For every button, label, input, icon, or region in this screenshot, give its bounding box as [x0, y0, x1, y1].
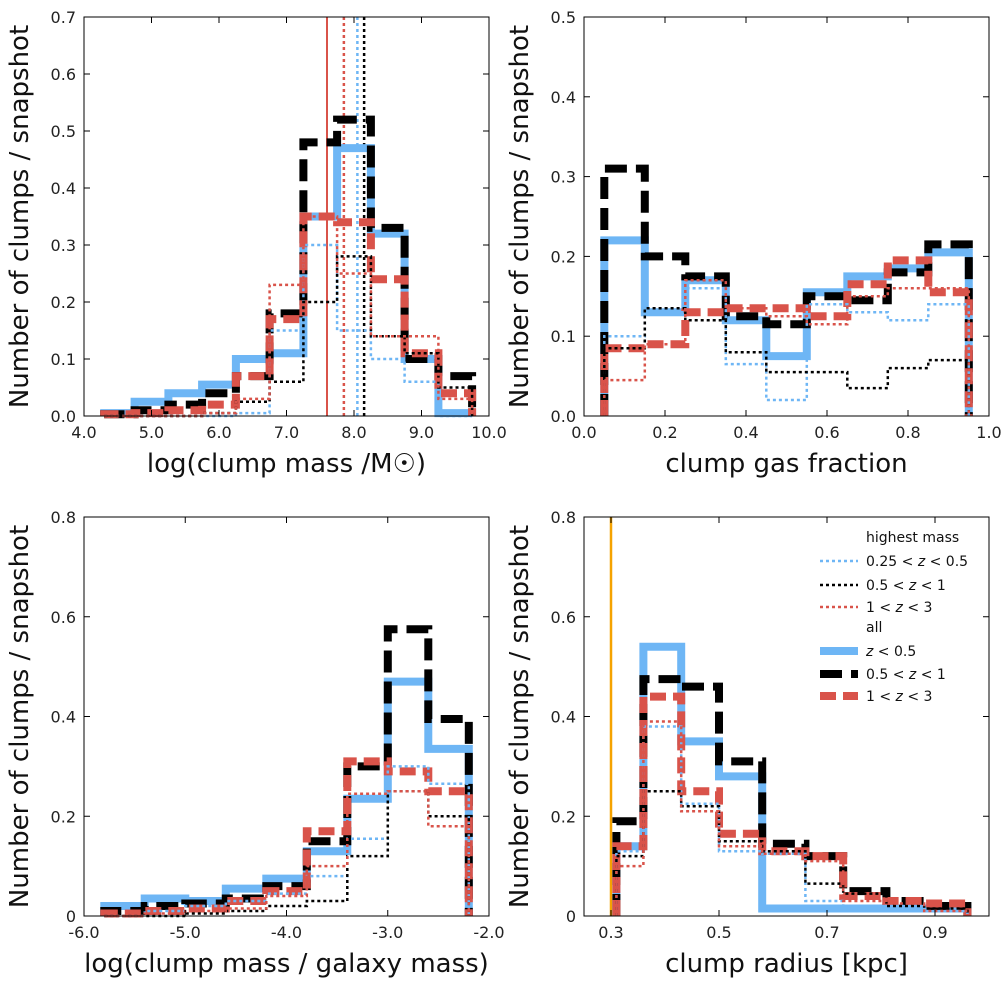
y-tick-label: 0.4	[551, 708, 576, 727]
x-tick-label: 0.6	[814, 423, 839, 442]
histogram-hm-red	[615, 720, 969, 916]
x-tick-label: 10.0	[471, 423, 507, 442]
y-axis-label: Number of clumps / snapshot	[5, 25, 35, 408]
histogram-hm-blue	[104, 243, 473, 418]
y-tick-label: 0	[66, 907, 76, 926]
panel-clump-mass: 4.0 5.0 6.0 7.0 8.0 9.0 10.0 0.0 0.1 0.2 0.3 0.4 0.5…	[5, 8, 507, 479]
y-tick-label: 0.4	[51, 179, 76, 198]
x-tick-label: 5.0	[139, 423, 164, 442]
legend: highest mass all 0.25 < z < 0.5 0.5 < z <…	[820, 530, 968, 705]
y-axis-label: Number of clumps / snapshot	[505, 25, 535, 408]
panel-gas-fraction: 0.0 0.2 0.4 0.6 0.8 1.0 0.0 0.1 0.2 0.3 0.4 0.5 clum…	[505, 8, 1002, 479]
histogram-all-blue	[600, 236, 973, 416]
y-tick-label: 0.3	[51, 236, 76, 255]
legend-label: 1 < z < 3	[866, 689, 932, 705]
histogram-hm-red	[603, 279, 971, 416]
y-tick-label: 0.4	[551, 88, 576, 107]
plot-area	[609, 517, 972, 916]
histogram-hm-blue	[603, 287, 971, 416]
y-tick-label: 0.1	[551, 327, 576, 346]
x-tick-label: 0.4	[733, 423, 758, 442]
histogram-hm-blue	[104, 765, 471, 918]
panel-mass-ratio: -6.0 -5.0 -4.0 -3.0 -2.0 0 0.2 0.4 0.6 0.8 log(clu…	[5, 508, 505, 979]
x-tick-label: 8.0	[341, 423, 366, 442]
x-tick-label: 0.2	[652, 423, 677, 442]
histogram-hm-red	[104, 790, 471, 918]
y-tick-label: 0.8	[551, 508, 576, 527]
x-tick-label: 0.9	[922, 923, 947, 942]
plot-area	[100, 17, 477, 419]
x-tick-label: -2.0	[473, 923, 504, 942]
histogram-all-black	[100, 115, 477, 419]
x-axis-label: clump radius [kpc]	[665, 949, 908, 979]
legend-header-highest: highest mass	[866, 530, 959, 546]
x-axis-label: log(clump mass /M☉)	[147, 449, 426, 479]
y-tick-label: 0.5	[51, 122, 76, 141]
y-tick-label: 0.2	[51, 293, 76, 312]
histogram-all-black	[100, 625, 473, 916]
x-tick-label: 0.5	[706, 923, 731, 942]
legend-label: 0.5 < z < 1	[866, 667, 946, 683]
histogram-all-blue	[100, 144, 477, 418]
y-tick-label: 0.3	[551, 168, 576, 187]
histogram-all-black	[600, 164, 973, 416]
histogram-all-blue	[612, 642, 972, 916]
x-tick-label: -5.0	[170, 923, 201, 942]
y-tick-label: 0.5	[551, 8, 576, 27]
y-tick-label: 0.8	[51, 508, 76, 527]
y-tick-label: 0.1	[51, 350, 76, 369]
legend-label: 0.25 < z < 0.5	[866, 554, 968, 570]
y-tick-label: 0.4	[51, 708, 76, 727]
axes-frame	[583, 16, 990, 417]
x-tick-label: 0.8	[895, 423, 920, 442]
x-tick-label: 1.0	[976, 423, 1001, 442]
y-axis-label: Number of clumps / snapshot	[505, 525, 535, 908]
x-tick-label: 4.0	[71, 423, 96, 442]
legend-label: z < 0.5	[865, 644, 916, 660]
x-axis-label: log(clump mass / galaxy mass)	[84, 949, 489, 979]
y-tick-label: 0.7	[51, 8, 76, 27]
histogram-hm-black	[615, 790, 969, 916]
y-tick-label: 0.2	[551, 247, 576, 266]
x-tick-label: 0.7	[814, 923, 839, 942]
y-tick-label: 0.2	[551, 807, 576, 826]
plot-area	[100, 625, 473, 918]
panel-clump-radius: highest mass all 0.25 < z < 0.5 0.5 < z <…	[505, 508, 990, 979]
y-tick-label: 0	[566, 907, 576, 926]
x-tick-label: 7.0	[274, 423, 299, 442]
y-tick-label: 0.6	[51, 608, 76, 627]
y-tick-label: 0.6	[551, 608, 576, 627]
histogram-all-red	[100, 212, 477, 419]
y-tick-label: 0.2	[51, 807, 76, 826]
x-tick-label: -3.0	[372, 923, 403, 942]
histogram-hm-blue	[615, 725, 969, 916]
x-tick-label: -6.0	[68, 923, 99, 942]
plot-area	[600, 164, 973, 416]
x-axis-label: clump gas fraction	[665, 449, 907, 479]
y-tick-label: 0.0	[51, 407, 76, 426]
y-tick-label: 0.0	[551, 407, 576, 426]
y-tick-label: 0.6	[51, 65, 76, 84]
legend-label: 0.5 < z < 1	[866, 578, 946, 594]
histogram-all-black	[612, 675, 972, 916]
y-axis-label: Number of clumps / snapshot	[5, 525, 35, 908]
histogram-all-red	[612, 692, 972, 916]
histogram-all-red	[600, 256, 973, 416]
x-tick-label: 0.0	[571, 423, 596, 442]
histogram-all-blue	[100, 677, 473, 916]
histogram-all-red	[100, 757, 473, 918]
x-tick-label: 9.0	[409, 423, 434, 442]
x-tick-label: -4.0	[271, 923, 302, 942]
legend-header-all: all	[866, 620, 882, 636]
legend-label: 1 < z < 3	[866, 600, 932, 616]
x-tick-label: 0.3	[598, 923, 623, 942]
x-tick-label: 6.0	[206, 423, 231, 442]
